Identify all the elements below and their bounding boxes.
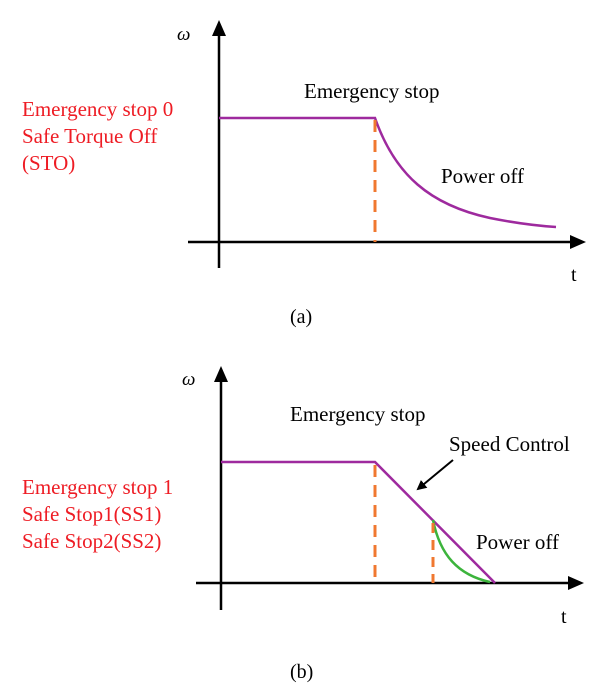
panel-a-y-arrow (212, 20, 226, 36)
panel-a: ω t Emergency stop 0 Safe Torque Off (ST… (22, 20, 586, 328)
panel-b-mode-line-2: Safe Stop1(SS1) (22, 502, 161, 526)
panel-b-caption: (b) (290, 661, 313, 683)
panel-b-y-axis-label: ω (182, 369, 195, 390)
panel-b-mode-line-3: Safe Stop2(SS2) (22, 529, 161, 553)
panel-a-speed-curve (219, 116, 557, 229)
panel-b-event-label: Emergency stop (290, 402, 426, 426)
panel-b-x-arrow (568, 576, 584, 590)
panel-a-x-axis-label: t (571, 264, 577, 286)
panel-b-y-arrow (214, 366, 228, 382)
panel-b-control-arrow (416, 459, 454, 491)
panel-b-mode-line-1: Emergency stop 1 (22, 475, 173, 499)
panel-a-caption: (a) (290, 306, 312, 328)
panel-b-power-label: Power off (476, 530, 559, 554)
panel-b-speed-curve (221, 460, 496, 584)
panel-b-control-label: Speed Control (449, 432, 570, 456)
panel-b-safe-stop-curve (431, 519, 491, 584)
panel-a-power-label: Power off (441, 164, 524, 188)
panel-b: ω t Emergency stop 1 Safe Stop1(SS1) Saf… (22, 366, 584, 683)
panel-a-x-arrow (570, 235, 586, 249)
panel-a-y-axis-label: ω (177, 24, 190, 45)
panel-a-mode-line-3: (STO) (22, 151, 75, 175)
panel-a-event-label: Emergency stop (304, 79, 440, 103)
panel-b-x-axis-label: t (561, 606, 567, 628)
panel-a-mode-line-1: Emergency stop 0 (22, 97, 173, 121)
panel-a-mode-line-2: Safe Torque Off (22, 124, 157, 148)
